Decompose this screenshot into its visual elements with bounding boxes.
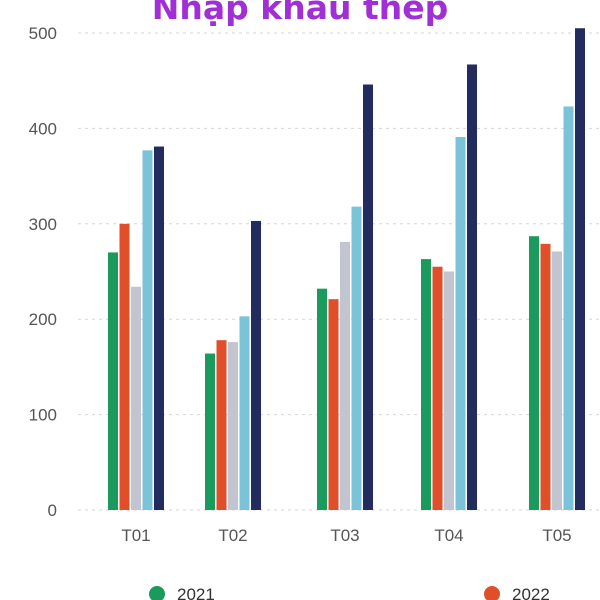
chart-title: Nhập khẩu thép: [151, 0, 449, 27]
bar-T02-series-1: [205, 353, 215, 510]
bar-T01-series-1: [108, 252, 118, 511]
bar-group-T01: [108, 146, 164, 511]
x-tick-label: T02: [218, 526, 247, 545]
bars: [108, 28, 585, 511]
y-tick-label: 500: [29, 24, 57, 43]
legend-item-2021: 2021: [149, 585, 215, 600]
bar-T05-series-2: [540, 243, 551, 511]
bar-T03-series-1: [317, 288, 327, 510]
bar-T02-series-4: [239, 316, 250, 510]
y-tick-label: 300: [29, 215, 57, 234]
legend-marker: [149, 586, 165, 600]
bar-T04-series-4: [455, 136, 466, 510]
bar-T02-series-2: [216, 340, 227, 510]
x-tick-label: T05: [542, 526, 571, 545]
legend-item-2022: 2022: [484, 585, 550, 600]
y-tick-label: 200: [29, 310, 57, 329]
x-tick-label: T03: [330, 526, 359, 545]
x-axis-ticks: T01 T02 T03 T04 T05: [121, 526, 571, 545]
bar-T05-series-3: [552, 251, 562, 510]
y-tick-label: 100: [29, 406, 57, 425]
bar-T05-series-5: [575, 28, 585, 510]
bar-T03-series-5: [363, 84, 373, 511]
x-tick-label: T04: [434, 526, 463, 545]
y-tick-label: 0: [48, 501, 57, 520]
y-axis-ticks: 0 100 200 300 400 500: [29, 24, 57, 520]
legend: 2021 2022: [149, 585, 550, 600]
bar-T02-series-5: [251, 220, 261, 511]
bar-group-T04: [421, 64, 477, 511]
legend-marker: [484, 586, 500, 600]
bar-T03-series-3: [340, 241, 350, 510]
bar-T03-series-4: [351, 206, 362, 511]
bar-T01-series-4: [142, 150, 153, 511]
bar-T02-series-3: [228, 342, 238, 510]
legend-label: 2021: [177, 585, 215, 600]
bar-T03-series-2: [328, 299, 339, 510]
bar-T05-series-4: [563, 106, 574, 510]
bar-T01-series-5: [154, 146, 164, 510]
bar-group-T03: [317, 84, 373, 511]
bar-T04-series-5: [467, 64, 477, 511]
bar-group-T05: [529, 28, 585, 511]
y-tick-label: 400: [29, 119, 57, 138]
legend-label: 2022: [512, 585, 550, 600]
bar-T05-series-1: [529, 236, 539, 510]
bar-group-T02: [205, 220, 261, 511]
bar-T04-series-3: [444, 271, 454, 510]
gridlines: [78, 32, 600, 511]
bar-T01-series-2: [119, 223, 130, 511]
bar-T04-series-1: [421, 259, 431, 510]
bar-T04-series-2: [432, 266, 443, 510]
x-tick-label: T01: [121, 526, 150, 545]
bar-T01-series-3: [131, 286, 141, 510]
